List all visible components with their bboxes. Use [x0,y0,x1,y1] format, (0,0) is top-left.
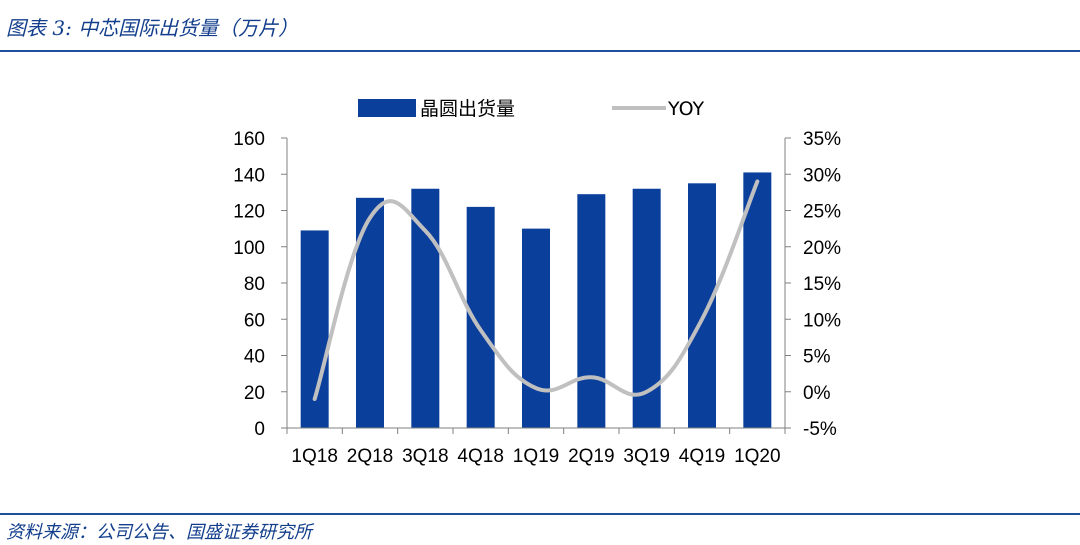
right-tick-label: 10% [803,310,841,331]
x-tick-label: 1Q18 [291,446,337,467]
right-tick-label: 15% [803,274,841,295]
left-tick-label: 40 [244,347,265,368]
x-tick-label: 3Q19 [623,446,669,467]
bar-1q19 [522,228,550,428]
bar-1q20 [743,172,772,428]
right-tick-label: 20% [803,238,841,259]
legend-bar-swatch [358,99,416,117]
legend-line-label: YOY [667,98,704,120]
yoy-line-group [312,179,760,401]
bar-4q19 [688,183,716,428]
legend: 晶圆出货量 YOY [358,98,704,120]
figure-title: 图表 3: 中芯国际出货量（万片） [6,16,299,40]
left-tick-label: 60 [244,310,265,331]
x-tick-label: 1Q20 [734,446,780,467]
axes: 0 20 40 60 80 100 120 140 160 -5% 0% 5% 10% 15% 20% 25%… [233,129,841,467]
left-tick-label: 20 [244,383,265,404]
right-tick-label: 0% [803,383,831,404]
x-tick-label: 3Q18 [402,446,448,467]
source-note: 资料来源：公司公告、国盛证券研究所 [6,522,312,543]
left-tick-label: 160 [233,129,265,150]
footer-rule [0,513,1080,515]
x-tick-label: 4Q19 [679,446,725,467]
right-tick-label: -5% [803,419,837,440]
right-tick-label: 5% [803,347,831,368]
x-tick-label: 2Q18 [347,446,393,467]
yoy-line [312,179,760,401]
x-tick-label: 2Q19 [568,446,614,467]
left-tick-label: 140 [233,165,265,186]
x-tick-label: 1Q19 [513,446,559,467]
left-tick-label: 0 [254,419,265,440]
bar-3q18 [411,188,440,428]
left-tick-label: 120 [233,202,265,223]
right-tick-label: 25% [803,202,841,223]
x-tick-label: 4Q18 [457,446,503,467]
left-tick-label: 100 [233,238,265,259]
left-tick-label: 80 [244,274,265,295]
header-rule [0,50,1080,52]
bar-2q19 [577,194,606,428]
right-tick-label: 30% [803,165,841,186]
legend-bar-label: 晶圆出货量 [420,98,515,120]
right-tick-label: 35% [803,129,841,150]
